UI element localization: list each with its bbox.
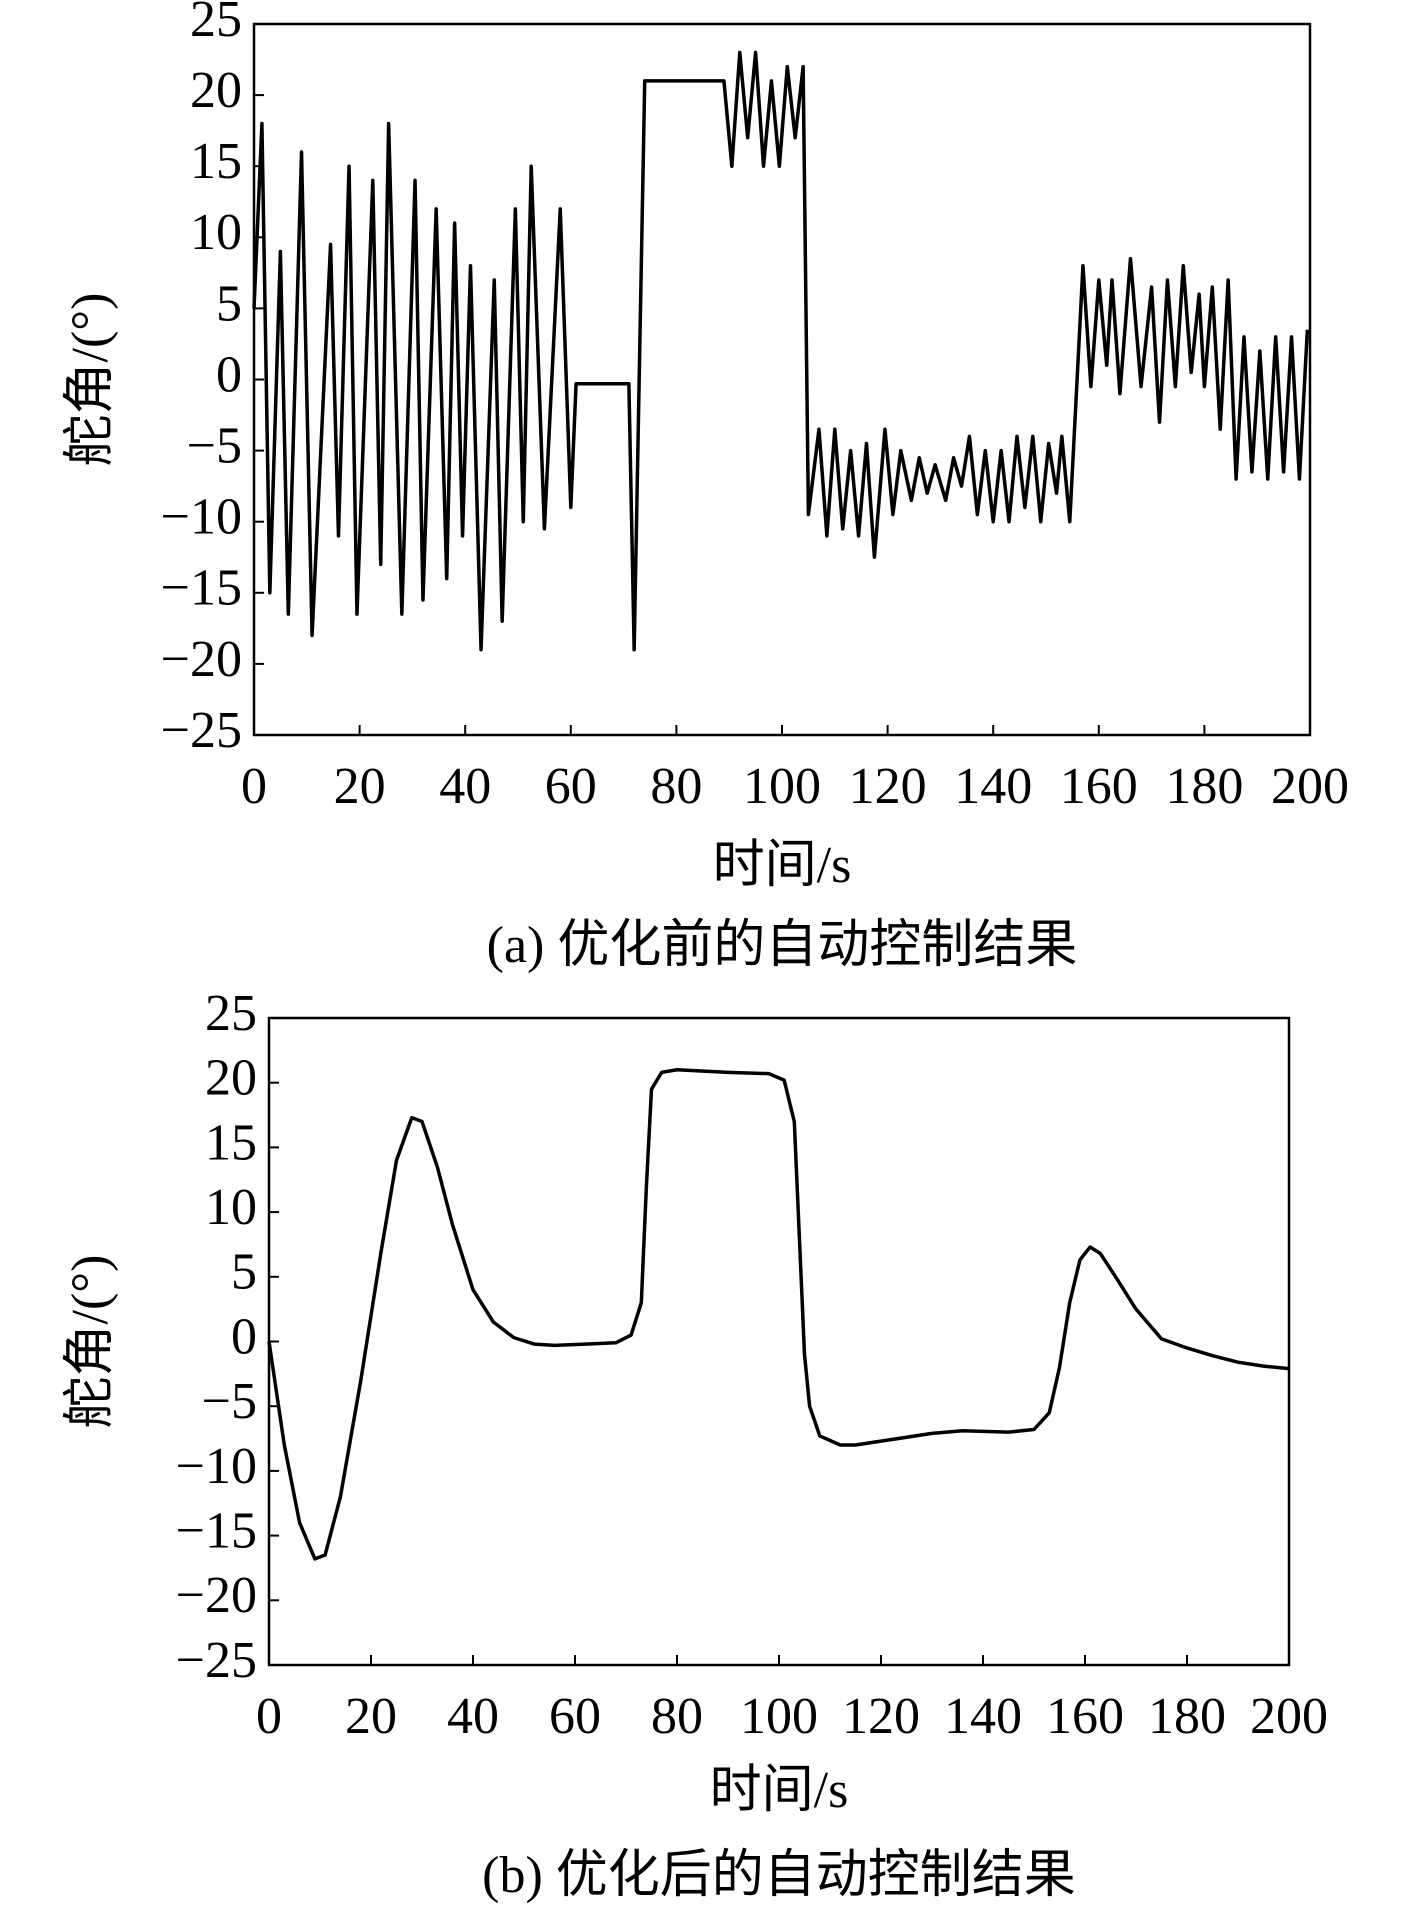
x-axis-label: 时间/s: [710, 1762, 849, 1819]
line: [252, 50, 1310, 652]
y-tick-label: 10: [190, 204, 242, 261]
x-tick-label: 120: [849, 758, 927, 815]
x-tick-label: 0: [241, 758, 267, 815]
y-tick-label: −5: [187, 418, 242, 475]
y-tick-label: 15: [190, 133, 242, 190]
x-tick-label: 180: [1148, 1688, 1226, 1745]
caption: (b) 优化后的自动控制结果: [482, 1847, 1076, 1904]
x-tick-label: 160: [1046, 1688, 1124, 1745]
x-tick-label: 80: [650, 758, 702, 815]
y-tick-label: −25: [161, 702, 242, 759]
y-axis-label: 舵角/(°): [62, 1255, 119, 1429]
x-tick-label: 100: [743, 758, 821, 815]
x-tick-label: 20: [345, 1688, 397, 1745]
x-tick-label: 0: [256, 1688, 282, 1745]
x-tick-label: 200: [1271, 758, 1349, 815]
y-tick-label: 15: [205, 1114, 257, 1171]
y-tick-label: −15: [161, 560, 242, 617]
y-tick-label: −5: [202, 1373, 257, 1430]
y-tick-label: 20: [190, 62, 242, 119]
line: [267, 1068, 1290, 1561]
x-axis-label: 时间/s: [713, 837, 852, 894]
y-tick-label: −25: [176, 1632, 257, 1689]
y-tick-label: 20: [205, 1050, 257, 1107]
y-tick-label: 10: [205, 1179, 257, 1236]
y-tick-label: −20: [161, 631, 242, 688]
x-tick-label: 60: [549, 1688, 601, 1745]
y-tick-label: −10: [161, 489, 242, 546]
y-tick-label: −20: [176, 1567, 257, 1624]
y-axis-label: 舵角/(°): [62, 293, 119, 467]
x-tick-label: 60: [545, 758, 597, 815]
x-tick-label: 160: [1060, 758, 1138, 815]
plot-frame: [267, 1016, 1291, 1667]
x-tick-label: 200: [1250, 1688, 1328, 1745]
x-tick-label: 100: [740, 1688, 818, 1745]
x-tick-label: 140: [944, 1688, 1022, 1745]
x-tick-label: 40: [447, 1688, 499, 1745]
y-tick-label: −10: [176, 1438, 257, 1495]
x-tick-label: 80: [651, 1688, 703, 1745]
y-tick-label: 0: [216, 346, 242, 403]
x-tick-label: 140: [954, 758, 1032, 815]
x-tick-label: 20: [334, 758, 386, 815]
y-tick-label: −15: [176, 1503, 257, 1560]
x-tick-label: 40: [439, 758, 491, 815]
y-tick-label: 25: [190, 0, 242, 48]
x-tick-label: 120: [842, 1688, 920, 1745]
x-tick-label: 180: [1165, 758, 1243, 815]
y-tick-label: 0: [231, 1308, 257, 1365]
caption: (a) 优化前的自动控制结果: [487, 917, 1078, 974]
y-tick-label: 5: [231, 1244, 257, 1301]
y-tick-label: 5: [216, 275, 242, 332]
y-tick-label: 25: [205, 985, 257, 1042]
